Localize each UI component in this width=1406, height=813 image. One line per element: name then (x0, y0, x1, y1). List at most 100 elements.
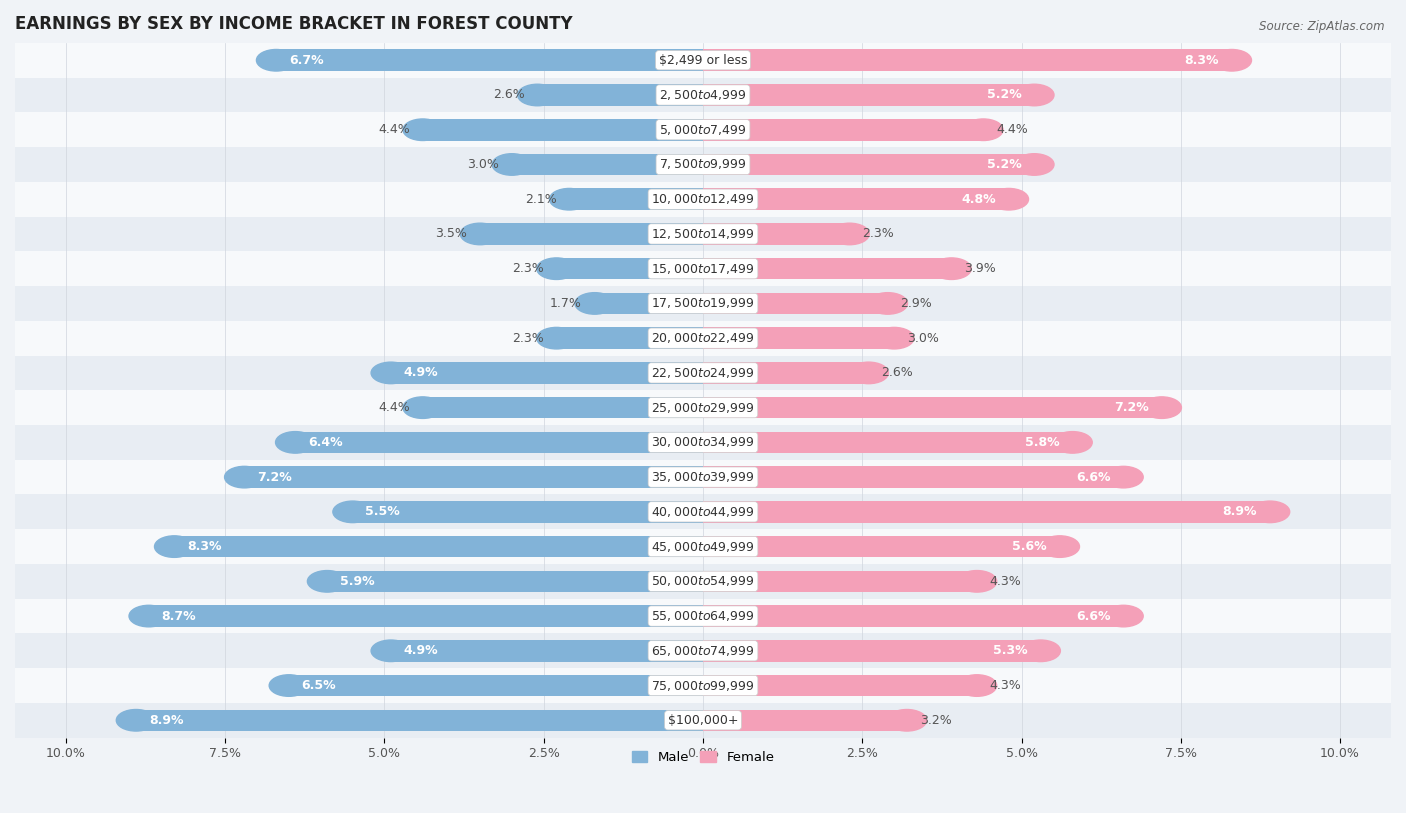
Text: $100,000+: $100,000+ (668, 714, 738, 727)
Bar (703, 328, 894, 349)
Text: 6.6%: 6.6% (1076, 610, 1111, 623)
Bar (557, 258, 703, 280)
Bar (703, 85, 1035, 106)
Bar (0, 251, 1406, 286)
Circle shape (1015, 154, 1054, 176)
Bar (703, 50, 1232, 71)
Bar (0, 216, 1406, 251)
Circle shape (575, 293, 614, 314)
Circle shape (276, 432, 315, 453)
Bar (353, 501, 703, 523)
Text: 3.2%: 3.2% (920, 714, 952, 727)
Bar (703, 710, 907, 731)
Bar (0, 668, 1406, 703)
Bar (0, 286, 1406, 321)
Bar (245, 467, 703, 488)
Circle shape (1053, 432, 1092, 453)
Bar (0, 355, 1406, 390)
Text: 3.5%: 3.5% (436, 228, 467, 241)
Bar (0, 182, 1406, 216)
Text: 4.4%: 4.4% (378, 124, 411, 137)
Circle shape (550, 189, 589, 210)
Bar (703, 640, 1040, 662)
Bar (512, 154, 703, 176)
Bar (703, 675, 977, 696)
Text: 8.3%: 8.3% (1184, 54, 1219, 67)
Circle shape (963, 119, 1002, 141)
Text: $5,000 to $7,499: $5,000 to $7,499 (659, 123, 747, 137)
Text: 4.9%: 4.9% (404, 367, 439, 380)
Circle shape (1021, 640, 1060, 662)
Circle shape (256, 50, 295, 71)
Circle shape (537, 328, 576, 349)
Bar (703, 432, 1073, 453)
Bar (0, 529, 1406, 564)
Text: $22,500 to $24,999: $22,500 to $24,999 (651, 366, 755, 380)
Text: 2.1%: 2.1% (524, 193, 557, 206)
Circle shape (957, 571, 997, 592)
Bar (703, 258, 952, 280)
Circle shape (129, 606, 169, 627)
Circle shape (1142, 397, 1181, 419)
Bar (0, 494, 1406, 529)
Text: 8.9%: 8.9% (149, 714, 183, 727)
Circle shape (830, 224, 869, 245)
Circle shape (492, 154, 531, 176)
Bar (703, 571, 977, 592)
Text: 3.0%: 3.0% (907, 332, 939, 345)
Text: 4.3%: 4.3% (990, 575, 1021, 588)
Text: 3.9%: 3.9% (965, 262, 995, 275)
Text: $65,000 to $74,999: $65,000 to $74,999 (651, 644, 755, 658)
Text: 7.2%: 7.2% (1114, 401, 1149, 414)
Circle shape (1104, 467, 1143, 488)
Circle shape (404, 397, 443, 419)
Text: $12,500 to $14,999: $12,500 to $14,999 (651, 227, 755, 241)
Bar (276, 50, 703, 71)
Text: 2.6%: 2.6% (882, 367, 912, 380)
Circle shape (517, 85, 557, 106)
Bar (595, 293, 703, 314)
Bar (703, 467, 1123, 488)
Circle shape (308, 571, 347, 592)
Text: Source: ZipAtlas.com: Source: ZipAtlas.com (1260, 20, 1385, 33)
Text: 4.3%: 4.3% (990, 679, 1021, 692)
Bar (391, 640, 703, 662)
Text: 5.3%: 5.3% (993, 644, 1028, 657)
Bar (136, 710, 703, 731)
Text: 4.4%: 4.4% (995, 124, 1028, 137)
Text: 5.6%: 5.6% (1012, 540, 1047, 553)
Bar (0, 390, 1406, 425)
Text: $40,000 to $44,999: $40,000 to $44,999 (651, 505, 755, 519)
Circle shape (868, 293, 907, 314)
Text: 5.8%: 5.8% (1025, 436, 1060, 449)
Text: 8.7%: 8.7% (162, 610, 197, 623)
Text: 2.3%: 2.3% (512, 262, 544, 275)
Bar (0, 425, 1406, 459)
Bar (703, 606, 1123, 627)
Text: 2.3%: 2.3% (512, 332, 544, 345)
Text: $17,500 to $19,999: $17,500 to $19,999 (651, 297, 755, 311)
Bar (0, 112, 1406, 147)
Bar (703, 293, 887, 314)
Circle shape (225, 467, 264, 488)
Circle shape (1015, 85, 1054, 106)
Text: 6.5%: 6.5% (302, 679, 336, 692)
Bar (423, 119, 703, 141)
Bar (703, 536, 1060, 558)
Text: $7,500 to $9,999: $7,500 to $9,999 (659, 158, 747, 172)
Text: 4.8%: 4.8% (962, 193, 995, 206)
Bar (703, 397, 1161, 419)
Bar (0, 703, 1406, 737)
Circle shape (849, 362, 889, 384)
Text: $55,000 to $64,999: $55,000 to $64,999 (651, 609, 755, 623)
Circle shape (988, 189, 1029, 210)
Text: 5.9%: 5.9% (340, 575, 374, 588)
Text: 4.4%: 4.4% (378, 401, 411, 414)
Bar (391, 362, 703, 384)
Text: $35,000 to $39,999: $35,000 to $39,999 (651, 470, 755, 484)
Circle shape (333, 501, 373, 523)
Circle shape (537, 258, 576, 280)
Text: 1.7%: 1.7% (550, 297, 582, 310)
Bar (557, 328, 703, 349)
Circle shape (155, 536, 194, 558)
